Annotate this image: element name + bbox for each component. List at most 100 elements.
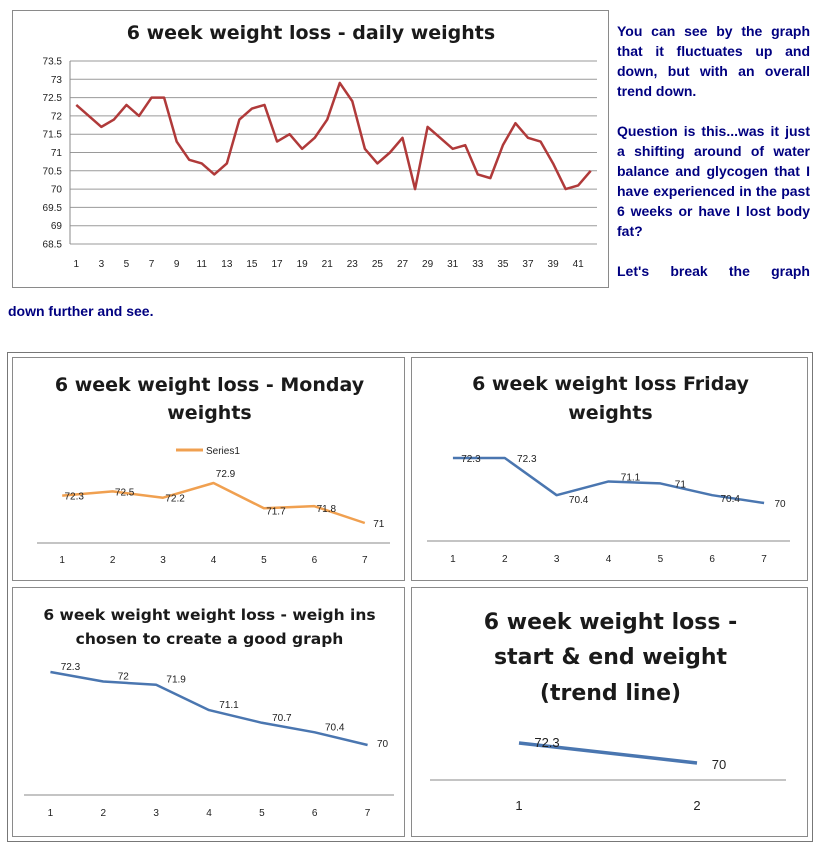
x-tick-label: 17 xyxy=(271,259,283,270)
y-tick-label: 69 xyxy=(51,221,63,232)
x-tick-label: 21 xyxy=(322,259,334,270)
commentary-paragraph-1: You can see by the graph that it fluctua… xyxy=(617,23,810,99)
y-tick-label: 71.5 xyxy=(43,130,63,141)
x-tick-label: 2 xyxy=(110,555,116,566)
comparison-charts-frame xyxy=(7,352,813,842)
y-tick-label: 71 xyxy=(51,148,63,159)
data-label: 70 xyxy=(712,757,726,772)
x-tick-label: 15 xyxy=(246,259,258,270)
data-label: 71.7 xyxy=(266,506,286,517)
data-label: 70.4 xyxy=(720,494,740,505)
data-label: 70 xyxy=(377,739,389,750)
x-tick-label: 2 xyxy=(693,798,700,813)
x-tick-label: 2 xyxy=(502,554,508,565)
x-tick-label: 4 xyxy=(211,555,217,566)
legend-label: Series1 xyxy=(206,446,240,457)
x-tick-label: 1 xyxy=(73,259,79,270)
y-tick-label: 68.5 xyxy=(43,240,63,251)
monday-weights-chart: 6 week weight loss - Monday weights Series… xyxy=(37,374,390,566)
friday-weights-chart-panel: 6 week weight loss Friday weights 1 2 3 4 5 6 7 7… xyxy=(411,357,808,581)
data-label: 72.3 xyxy=(534,735,559,750)
trend-line-chart: 6 week weight loss - start & end weight (t… xyxy=(430,610,786,813)
data-label: 70.4 xyxy=(569,495,589,506)
x-tick-label: 6 xyxy=(709,554,715,565)
x-tick-label: 4 xyxy=(606,554,612,565)
y-tick-label: 73 xyxy=(51,75,63,86)
x-tick-label: 1 xyxy=(48,808,54,819)
chosen-weighins-chart: 6 week weight weight loss - weigh ins cho… xyxy=(24,606,394,819)
data-label: 71.1 xyxy=(621,472,641,483)
commentary-paragraph-3: Let's break the graph xyxy=(617,263,810,279)
x-tick-label: 35 xyxy=(497,259,509,270)
y-tick-label: 70 xyxy=(51,185,63,196)
y-tick-label: 69.5 xyxy=(43,203,63,214)
x-tick-label: 19 xyxy=(297,259,309,270)
data-label: 71 xyxy=(373,519,385,530)
friday-weights-chart: 6 week weight loss Friday weights 1 2 3 4 5 6 7 7… xyxy=(427,373,790,565)
data-label: 72.3 xyxy=(517,454,537,465)
x-tick-label: 39 xyxy=(548,259,560,270)
x-tick-label: 3 xyxy=(153,808,159,819)
commentary-text: You can see by the graph that it fluctua… xyxy=(617,21,810,281)
x-tick-label: 29 xyxy=(422,259,434,270)
daily-weights-chart: 6 week weight loss - daily weights 68.5 69… xyxy=(43,22,597,270)
x-tick-label: 31 xyxy=(447,259,459,270)
data-label: 72.3 xyxy=(61,662,81,673)
data-label: 72.3 xyxy=(64,492,84,503)
data-label: 70.7 xyxy=(272,713,292,724)
x-tick-label: 7 xyxy=(761,554,767,565)
x-tick-label: 7 xyxy=(362,555,368,566)
x-tick-label: 25 xyxy=(372,259,384,270)
chart-title-line: weights xyxy=(167,402,251,424)
x-tick-label: 23 xyxy=(347,259,359,270)
x-tick-label: 1 xyxy=(450,554,456,565)
x-tick-label: 5 xyxy=(124,259,130,270)
chart-title: 6 week weight loss - daily weights xyxy=(127,22,495,44)
data-label: 71.1 xyxy=(219,700,239,711)
x-tick-label: 7 xyxy=(149,259,155,270)
chosen-weighins-chart-panel: 6 week weight weight loss - weigh ins cho… xyxy=(12,587,405,837)
monday-weights-chart-panel: 6 week weight loss - Monday weights Series… xyxy=(12,357,405,581)
commentary-paragraph-2: Question is this...was it just a shiftin… xyxy=(617,123,810,239)
x-tick-label: 1 xyxy=(59,555,65,566)
x-tick-label: 9 xyxy=(174,259,180,270)
y-tick-label: 73.5 xyxy=(43,57,63,68)
data-label: 71 xyxy=(675,479,687,490)
data-label: 72 xyxy=(118,672,130,683)
x-tick-label: 4 xyxy=(206,808,212,819)
data-label: 71.8 xyxy=(317,504,337,515)
x-tick-label: 41 xyxy=(573,259,585,270)
y-tick-label: 72.5 xyxy=(43,93,63,104)
chart-title-line: (trend line) xyxy=(540,681,681,706)
data-label: 70.4 xyxy=(325,722,345,733)
data-label: 72.9 xyxy=(216,469,236,480)
x-tick-label: 33 xyxy=(472,259,484,270)
x-tick-label: 5 xyxy=(261,555,267,566)
data-label: 72.5 xyxy=(115,487,135,498)
data-label: 71.9 xyxy=(166,675,186,686)
chart-title-line: 6 week weight loss - Monday xyxy=(55,374,365,396)
y-tick-label: 70.5 xyxy=(43,166,63,177)
chart-title-line: 6 week weight weight loss - weigh ins xyxy=(43,606,375,624)
x-tick-label: 3 xyxy=(99,259,105,270)
series-line xyxy=(452,456,765,505)
chart-title-line: start & end weight xyxy=(494,645,728,670)
series-line-daily-weights xyxy=(75,81,592,191)
x-tick-label: 3 xyxy=(160,555,166,566)
series-line xyxy=(62,481,366,525)
x-tick-label: 6 xyxy=(312,555,318,566)
series-line xyxy=(50,670,368,747)
commentary-paragraph-3-continued: down further and see. xyxy=(8,303,154,319)
x-tick-label: 13 xyxy=(221,259,233,270)
x-tick-label: 5 xyxy=(658,554,664,565)
chart-title-line: chosen to create a good graph xyxy=(76,630,344,648)
data-label: 72.3 xyxy=(461,454,481,465)
chart-title-line: 6 week weight loss - xyxy=(484,610,737,635)
y-tick-label: 72 xyxy=(51,111,63,122)
data-label: 72.2 xyxy=(165,494,185,505)
x-tick-label: 1 xyxy=(515,798,522,813)
chart-title-line: 6 week weight loss Friday xyxy=(472,373,749,395)
chart-title-line: weights xyxy=(568,402,652,424)
x-tick-label: 7 xyxy=(365,808,371,819)
x-tick-label: 2 xyxy=(101,808,107,819)
